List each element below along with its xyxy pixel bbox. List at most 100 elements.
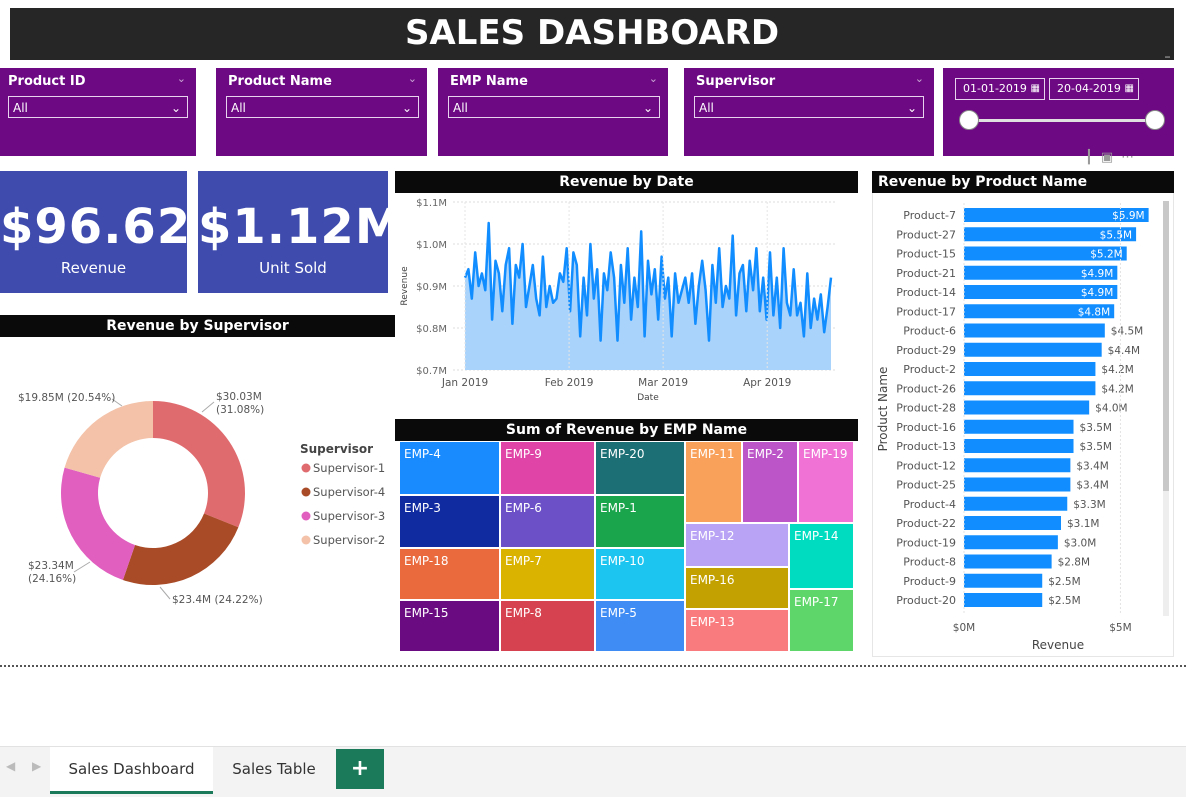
bar-category-label: Product-14 [896,286,956,299]
legend-item-supervisor-4[interactable]: Supervisor-4 [313,485,385,499]
revenue-line[interactable] [463,221,833,342]
donut-slice-supervisor-3[interactable] [61,467,136,580]
tab-sales-table[interactable]: Sales Table [232,760,316,778]
focus-mode-icon[interactable]: ▣ [1100,150,1122,165]
kpi-revenue-value: $96.62... [0,199,187,255]
treemap-tile-emp-8[interactable]: EMP-8 [500,600,595,652]
chevron-down-icon[interactable]: ⌄ [407,72,417,85]
pin-icon[interactable]: ┃ [1085,150,1101,165]
bar-product-22[interactable] [964,516,1061,530]
bar-product-15[interactable] [964,246,1127,261]
tab-sales-dashboard[interactable]: Sales Dashboard [50,747,213,794]
supervisor-dropdown[interactable]: All ⌄ [694,96,924,118]
donut-leader-line [111,398,123,407]
bar-data-label: $5.9M [1112,210,1144,222]
next-page-icon[interactable]: ▶ [32,759,42,773]
end-date-value: 20-04-2019 [1057,82,1121,95]
date-slider-track[interactable] [969,119,1155,122]
legend-item-supervisor-3[interactable]: Supervisor-3 [313,509,385,523]
donut-leader-line [159,586,171,600]
treemap-tile-emp-10[interactable]: EMP-10 [595,548,685,600]
donut-slice-supervisor-1[interactable] [153,401,245,528]
date-slider-start-handle[interactable] [959,110,979,130]
chevron-down-icon[interactable]: ⌄ [914,72,924,85]
chevron-down-icon[interactable]: ⌄ [648,72,658,85]
kpi-revenue-card: $96.62... Revenue [0,171,187,293]
slicer-label-supervisor: Supervisor [696,74,776,89]
treemap-tile-emp-4[interactable]: EMP-4 [399,441,500,495]
emp-name-dropdown[interactable]: All ⌄ [448,96,660,118]
prev-page-icon[interactable]: ◀ [6,759,16,773]
treemap-tile-emp-18[interactable]: EMP-18 [399,548,500,600]
bar-product-26[interactable] [964,381,1096,396]
start-date-input[interactable]: 01-01-2019 ▦ [955,78,1045,100]
donut-slice-supervisor-4[interactable] [122,513,239,585]
treemap-tile-emp-17[interactable]: EMP-17 [789,589,854,652]
donut-slice-supervisor-2[interactable] [64,401,153,478]
treemap-tile-emp-15[interactable]: EMP-15 [399,600,500,652]
more-options-icon[interactable]: ⋯ [1121,150,1143,165]
treemap-tile-emp-5[interactable]: EMP-5 [595,600,685,652]
treemap-tile-emp-19[interactable]: EMP-19 [798,441,854,523]
treemap-tile-emp-9[interactable]: EMP-9 [500,441,595,495]
bar-product-17[interactable] [964,304,1115,319]
bar-product-4[interactable] [964,496,1068,511]
treemap-tile-emp-14[interactable]: EMP-14 [789,523,854,589]
revenue-area [465,223,831,370]
product-name-value: All [231,101,246,115]
product-id-dropdown[interactable]: All ⌄ [8,96,188,118]
bar-category-label: Product-22 [896,517,956,530]
bar-scrollbar-thumb[interactable] [1163,201,1169,491]
treemap-tile-emp-1[interactable]: EMP-1 [595,495,685,548]
treemap-tile-emp-12[interactable]: EMP-12 [685,523,789,567]
calendar-icon[interactable]: ▦ [1030,83,1040,94]
bar-product-9[interactable] [964,573,1043,588]
x-tick-label: Jan 2019 [441,377,488,389]
bar-product-8[interactable] [964,554,1052,569]
bar-product-28[interactable] [964,400,1090,415]
chevron-down-icon: ⌄ [642,101,653,115]
donut-data-label: (24.16%) [28,573,76,585]
bar-data-label: $3.0M [1064,537,1096,549]
chevron-down-icon[interactable]: ⌄ [176,72,186,85]
treemap-tile-emp-20[interactable]: EMP-20 [595,441,685,495]
bar-product-12[interactable] [964,458,1071,473]
bar-product-16[interactable] [964,419,1074,434]
bar-product-14[interactable] [964,285,1118,299]
y-tick-label: $0.7M [416,366,447,377]
y-tick-label: $1.1M [416,198,447,209]
bar-product-25[interactable] [964,477,1071,492]
bar-product-7[interactable] [964,208,1149,222]
treemap-tile-emp-3[interactable]: EMP-3 [399,495,500,548]
bar-data-label: $4.2M [1101,364,1133,376]
bar-product-29[interactable] [964,342,1102,357]
chevron-down-icon: ⌄ [401,101,412,115]
donut-data-label: $19.85M (20.54%) [18,392,115,404]
bar-category-label: Product-27 [896,228,956,241]
bar-product-21[interactable] [964,265,1118,280]
add-page-icon[interactable]: + [336,749,384,789]
treemap-tile-emp-6[interactable]: EMP-6 [500,495,595,548]
calendar-icon[interactable]: ▦ [1124,83,1134,94]
treemap-tile-emp-7[interactable]: EMP-7 [500,548,595,600]
visual-header-icons[interactable]: ┃▣⋯ [1085,150,1142,165]
slicer-date-range: 01-01-2019 ▦ 20-04-2019 ▦ [943,68,1174,156]
product-name-dropdown[interactable]: All ⌄ [226,96,419,118]
end-date-input[interactable]: 20-04-2019 ▦ [1049,78,1139,100]
bar-product-27[interactable] [964,227,1137,242]
treemap-tile-emp-2[interactable]: EMP-2 [742,441,798,523]
slicer-label-emp-name: EMP Name [450,74,528,89]
treemap-tile-emp-11[interactable]: EMP-11 [685,441,742,523]
bar-product-6[interactable] [964,323,1105,338]
bar-product-2[interactable] [964,362,1096,376]
donut-leader-line [73,561,91,573]
bar-product-20[interactable] [964,593,1043,607]
legend-item-supervisor-1[interactable]: Supervisor-1 [313,461,385,475]
treemap-tile-emp-16[interactable]: EMP-16 [685,567,789,609]
bar-product-13[interactable] [964,439,1074,453]
bar-product-19[interactable] [964,535,1058,550]
treemap-tile-emp-13[interactable]: EMP-13 [685,609,789,652]
legend-item-supervisor-2[interactable]: Supervisor-2 [313,533,385,547]
line-chart-title: Revenue by Date [395,171,858,193]
date-slider-end-handle[interactable] [1145,110,1165,130]
